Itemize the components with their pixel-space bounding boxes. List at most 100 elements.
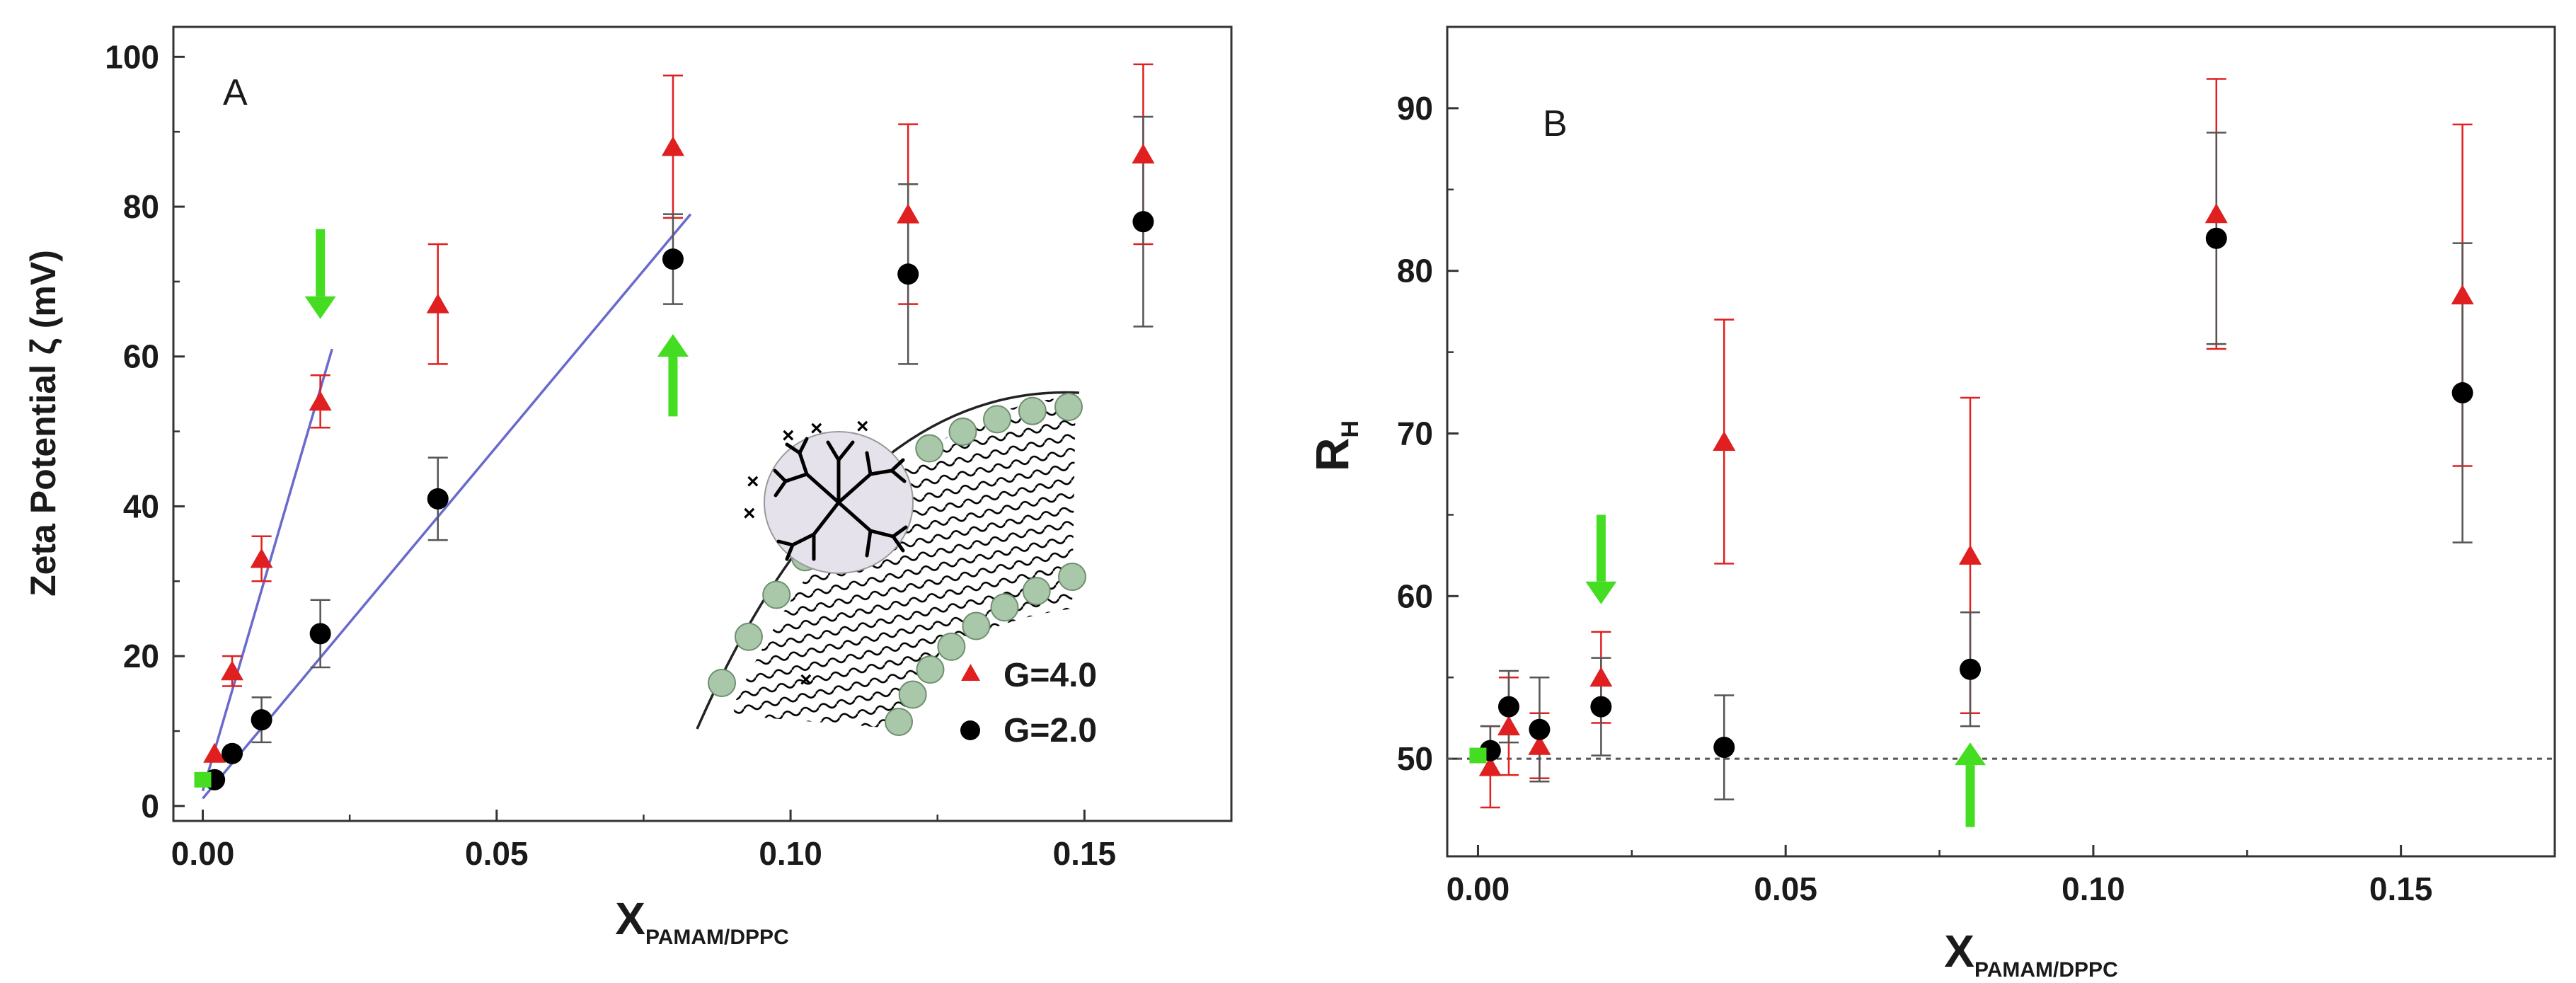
data-point-triangle <box>1528 735 1551 755</box>
data-point-triangle <box>309 391 332 411</box>
legend-label-g4: G=4.0 <box>1004 657 1097 694</box>
data-point-triangle <box>1478 756 1502 776</box>
panel-b-xlabel: XPAMAM/DPPC <box>1944 926 2117 982</box>
data-point-triangle <box>1713 431 1736 451</box>
panel-a-ylabel: Zeta Potential ζ (mV) <box>23 250 63 597</box>
panel-b: B RH XPAMAM/DPPC 0.00 0.05 0.10 0.15 50 60 70 8… <box>1306 25 2556 982</box>
data-point-circle <box>1497 696 1519 718</box>
y-tick-label: 60 <box>123 338 159 375</box>
panel-a-xlabel-main: X <box>615 893 645 944</box>
x-tick-label: 0.00 <box>171 835 235 872</box>
y-tick-label: 80 <box>123 188 159 225</box>
panel-a-fit-lines <box>201 213 692 800</box>
x-tick-label: 0.05 <box>465 835 529 872</box>
data-point-circle <box>662 248 684 270</box>
lipid-head <box>962 611 991 640</box>
data-point-circle <box>2205 227 2227 249</box>
fit-line <box>202 213 692 800</box>
y-tick-label: 90 <box>1397 90 1433 127</box>
data-point-circle <box>1713 737 1735 759</box>
svg-text:×: × <box>856 415 869 438</box>
panel-a: A Zeta Potential ζ (mV) XPAMAM/DPPC 0.00… <box>23 25 1233 949</box>
lipid-head <box>948 417 977 446</box>
y-tick-label: 20 <box>123 638 159 674</box>
panel-b-ylabel-main: R <box>1306 437 1358 471</box>
lipid-head <box>990 593 1019 622</box>
data-point-triangle <box>1589 667 1613 687</box>
dendrimer-icon <box>773 437 908 561</box>
data-point-circle <box>309 623 331 645</box>
legend: G=4.0 G=2.0 <box>960 657 1097 749</box>
data-point-circle <box>2451 382 2473 404</box>
panel-a-data-marks <box>194 63 1155 791</box>
panel-a-label: A <box>223 72 248 113</box>
data-point-circle <box>1960 658 1982 680</box>
lipid-head <box>898 680 927 709</box>
data-point-square <box>1469 747 1487 764</box>
legend-circle-marker <box>960 720 980 740</box>
data-point-circle <box>1529 718 1551 740</box>
fit-line <box>201 348 333 792</box>
lipid-heads-inner <box>885 563 1086 736</box>
panel-a-xlabel: XPAMAM/DPPC <box>615 893 788 949</box>
y-tick-label: 80 <box>1397 253 1433 289</box>
panel-a-xlabel-sub: PAMAM/DPPC <box>645 926 789 949</box>
panel-b-arrows <box>1585 515 1986 827</box>
panel-b-label: B <box>1543 103 1568 144</box>
data-point-triangle <box>221 660 244 681</box>
x-tick-label: 0.10 <box>759 835 822 872</box>
svg-text:×: × <box>800 668 812 691</box>
lipid-head <box>915 434 944 463</box>
lipid-head <box>937 632 966 661</box>
panel-b-frame <box>1446 25 2556 858</box>
lipid-head <box>1022 577 1051 606</box>
data-point-triangle <box>250 548 273 568</box>
svg-text:×: × <box>782 424 795 447</box>
data-point-triangle <box>426 293 449 314</box>
lipid-head <box>885 708 913 736</box>
y-tick-label: 100 <box>105 38 159 75</box>
data-point-triangle <box>1497 715 1520 736</box>
x-tick-label: 0.05 <box>1754 870 1817 907</box>
data-point-triangle <box>661 136 684 156</box>
green-arrow-head <box>657 333 689 357</box>
svg-text:×: × <box>747 470 759 493</box>
x-tick-label: 0.15 <box>1053 835 1117 872</box>
y-tick-label: 0 <box>141 788 159 824</box>
x-tick-label: 0.10 <box>2062 870 2125 907</box>
data-point-circle <box>897 263 919 285</box>
panel-b-ylabel-sub: H <box>1337 420 1364 438</box>
y-tick-label: 60 <box>1397 577 1433 614</box>
panel-a-arrows <box>304 229 689 417</box>
data-point-triangle <box>1959 544 1982 565</box>
data-point-triangle <box>897 203 920 224</box>
svg-text:×: × <box>810 417 823 440</box>
lipid-head <box>734 622 763 651</box>
green-arrow-head <box>1585 581 1617 604</box>
lipid-head <box>1054 393 1083 421</box>
charge-marks: × × × × × × <box>743 415 869 691</box>
svg-text:×: × <box>743 502 756 525</box>
green-arrow-head <box>1955 742 1986 766</box>
lipid-head <box>916 655 945 684</box>
panel-b-data-marks <box>1469 78 2474 809</box>
y-tick-label: 40 <box>123 488 159 524</box>
data-point-circle <box>427 488 449 510</box>
data-point-triangle <box>203 742 226 763</box>
data-point-circle <box>222 742 243 764</box>
data-point-circle <box>1590 696 1612 718</box>
lipid-head <box>983 405 1012 434</box>
green-arrow-head <box>304 296 336 319</box>
legend-label-g2: G=2.0 <box>1004 712 1097 749</box>
lipid-head <box>708 669 736 697</box>
data-point-square <box>194 771 212 788</box>
x-tick-label: 0.00 <box>1447 870 1510 907</box>
data-point-triangle <box>2204 203 2228 224</box>
panel-b-ylabel: RH <box>1306 420 1364 471</box>
x-tick-label: 0.15 <box>2369 870 2433 907</box>
lipid-head <box>762 580 791 609</box>
panel-a-ticks: 0.00 0.05 0.10 0.15 0 20 40 60 80 100 <box>105 38 1116 872</box>
lipid-head <box>1018 396 1047 425</box>
data-point-triangle <box>1132 143 1155 163</box>
